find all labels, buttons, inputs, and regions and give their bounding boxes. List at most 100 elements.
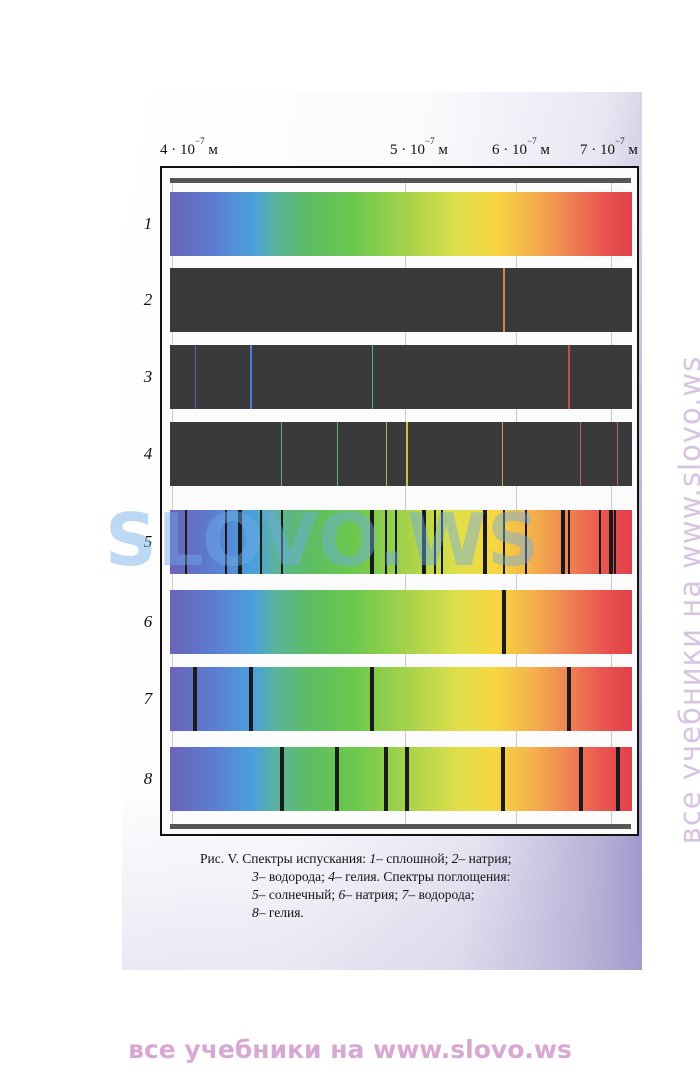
spectrum-strip-6: [170, 590, 632, 654]
row-number-5: 5: [143, 532, 153, 551]
tick-label-6: 6 · 10−7 м: [492, 136, 550, 159]
spectral-line-5-13: [482, 510, 487, 574]
caption-line-2: 3– водорода; 4– гелия. Спектры поглощени…: [200, 868, 630, 886]
spectral-line-5-6: [280, 510, 283, 574]
row-number-1: 1: [143, 214, 153, 233]
watermark-bottom: все учебники на www.slovo.ws: [128, 1035, 572, 1064]
tick-base: 5 · 10: [390, 142, 425, 158]
spectral-line-8-2: [335, 747, 340, 811]
caption-num-5: 5: [252, 887, 259, 902]
caption-num-8: 8: [252, 905, 259, 920]
spectral-line-8-6: [578, 747, 583, 811]
spectrum-strip-5: [170, 510, 632, 574]
caption-text-4: – гелия. Спектры поглощения:: [334, 869, 511, 884]
caption-num-1: 1: [369, 851, 377, 866]
tick-exponent: −7: [527, 136, 537, 146]
caption-text-3: – водорода;: [258, 869, 329, 884]
tick-unit: м: [204, 142, 218, 158]
spectral-line-3-2: [250, 345, 252, 409]
caption-num-4: 4: [328, 869, 335, 884]
tick-label-7: 7 · 10−7 м: [580, 136, 638, 159]
gridline-6: [516, 183, 517, 824]
caption-line-3: 5– солнечный; 6– натрия; 7– водорода;: [200, 886, 630, 904]
spectrum-strip-1: [170, 192, 632, 256]
tick-label-5: 5 · 10−7 м: [390, 136, 448, 159]
spectral-line-7-4: [567, 667, 572, 731]
spectral-line-4-2: [336, 422, 339, 486]
caption-num-2: 2: [451, 851, 459, 866]
tick-exponent: −7: [195, 136, 205, 146]
spectral-line-5-5: [259, 510, 262, 574]
spectral-line-5-3: [224, 510, 227, 574]
spectral-line-8-4: [405, 747, 410, 811]
spectral-line-7-1: [193, 667, 198, 731]
spectral-line-5-8: [385, 510, 388, 574]
spectral-line-5-17: [568, 510, 571, 574]
spectral-line-5-9: [394, 510, 397, 574]
spectral-line-4-1: [280, 422, 283, 486]
row-number-8: 8: [143, 769, 153, 788]
gridline-5: [405, 183, 406, 824]
spectral-line-3-4: [568, 345, 570, 409]
spectral-line-5-12: [440, 510, 443, 574]
spectral-line-5-7: [370, 510, 375, 574]
spectrum-strip-4: [170, 422, 632, 486]
top-scale-bar: [170, 178, 631, 183]
spectral-line-8-7: [615, 747, 620, 811]
caption-text-6: – натрия;: [345, 887, 402, 902]
watermark-side: все учебники на www.slovo.ws: [673, 355, 700, 845]
spectral-line-8-1: [279, 747, 284, 811]
spectral-line-5-10: [421, 510, 426, 574]
tick-label-4: 4 · 10−7 м: [160, 136, 218, 159]
spectral-line-3-3: [371, 345, 374, 409]
spectral-line-5-11: [433, 510, 436, 574]
row-number-2: 2: [143, 290, 153, 309]
spectral-line-4-3: [385, 422, 388, 486]
tick-unit: м: [624, 142, 638, 158]
spectrum-strip-8: [170, 747, 632, 811]
caption-text-1: – сплошной;: [376, 851, 452, 866]
spectral-line-3-1: [194, 345, 197, 409]
spectral-line-6-1: [501, 590, 506, 654]
spectral-line-5-15: [524, 510, 527, 574]
tick-exponent: −7: [425, 136, 435, 146]
spectral-line-4-5: [501, 422, 504, 486]
spectral-line-5-16: [560, 510, 565, 574]
row-number-4: 4: [143, 444, 153, 463]
figure-caption: Рис. V. Спектры испускания: 1– сплошной;…: [200, 850, 630, 922]
caption-text-5: – солнечный;: [258, 887, 339, 902]
tick-unit: м: [536, 142, 550, 158]
spectral-line-8-5: [500, 747, 505, 811]
tick-base: 6 · 10: [492, 142, 527, 158]
watermark-center: SLOVO.WS: [105, 498, 541, 582]
caption-prefix: Рис. V. Спектры испускания:: [200, 851, 370, 866]
spectrum-strip-3: [170, 345, 632, 409]
caption-line-4: 8– гелия.: [200, 904, 630, 922]
caption-num-6: 6: [338, 887, 346, 902]
spectrum-strip-7: [170, 667, 632, 731]
gridline-7: [611, 183, 612, 824]
spectral-line-5-20: [613, 510, 616, 574]
spectrum-strip-2: [170, 268, 632, 332]
spectral-line-7-3: [370, 667, 375, 731]
tick-base: 7 · 10: [580, 142, 615, 158]
spectral-line-5-4: [237, 510, 242, 574]
spectral-line-4-4: [406, 422, 408, 486]
spectral-line-8-3: [384, 747, 389, 811]
caption-text-8: – гелия.: [258, 905, 304, 920]
row-number-6: 6: [143, 612, 153, 631]
gridline-4: [172, 183, 173, 824]
caption-text-7: – водорода;: [408, 887, 475, 902]
bottom-scale-bar: [170, 824, 631, 829]
spectral-line-4-7: [616, 422, 619, 486]
spectral-line-4-6: [579, 422, 582, 486]
caption-num-3: 3: [252, 869, 259, 884]
spectral-line-2-1: [503, 268, 505, 332]
tick-base: 4 · 10: [160, 142, 195, 158]
spectral-line-5-2: [184, 510, 187, 574]
spectral-line-5-19: [609, 510, 613, 574]
tick-unit: м: [434, 142, 448, 158]
spectral-line-7-2: [249, 667, 254, 731]
tick-exponent: −7: [615, 136, 625, 146]
row-number-3: 3: [143, 367, 153, 386]
